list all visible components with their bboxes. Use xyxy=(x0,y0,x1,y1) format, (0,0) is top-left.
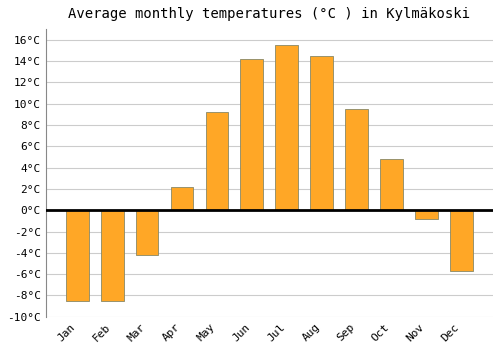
Bar xyxy=(346,109,368,210)
Bar xyxy=(380,159,403,210)
Bar xyxy=(415,210,438,219)
Bar xyxy=(276,45,298,210)
Bar xyxy=(101,210,124,301)
Bar xyxy=(310,56,333,210)
Title: Average monthly temperatures (°C ) in Kylmäkoski: Average monthly temperatures (°C ) in Ky… xyxy=(68,7,470,21)
Bar xyxy=(136,210,158,255)
Bar xyxy=(450,210,472,271)
Bar xyxy=(240,59,263,210)
Bar xyxy=(170,187,194,210)
Bar xyxy=(206,112,229,210)
Bar xyxy=(66,210,88,301)
